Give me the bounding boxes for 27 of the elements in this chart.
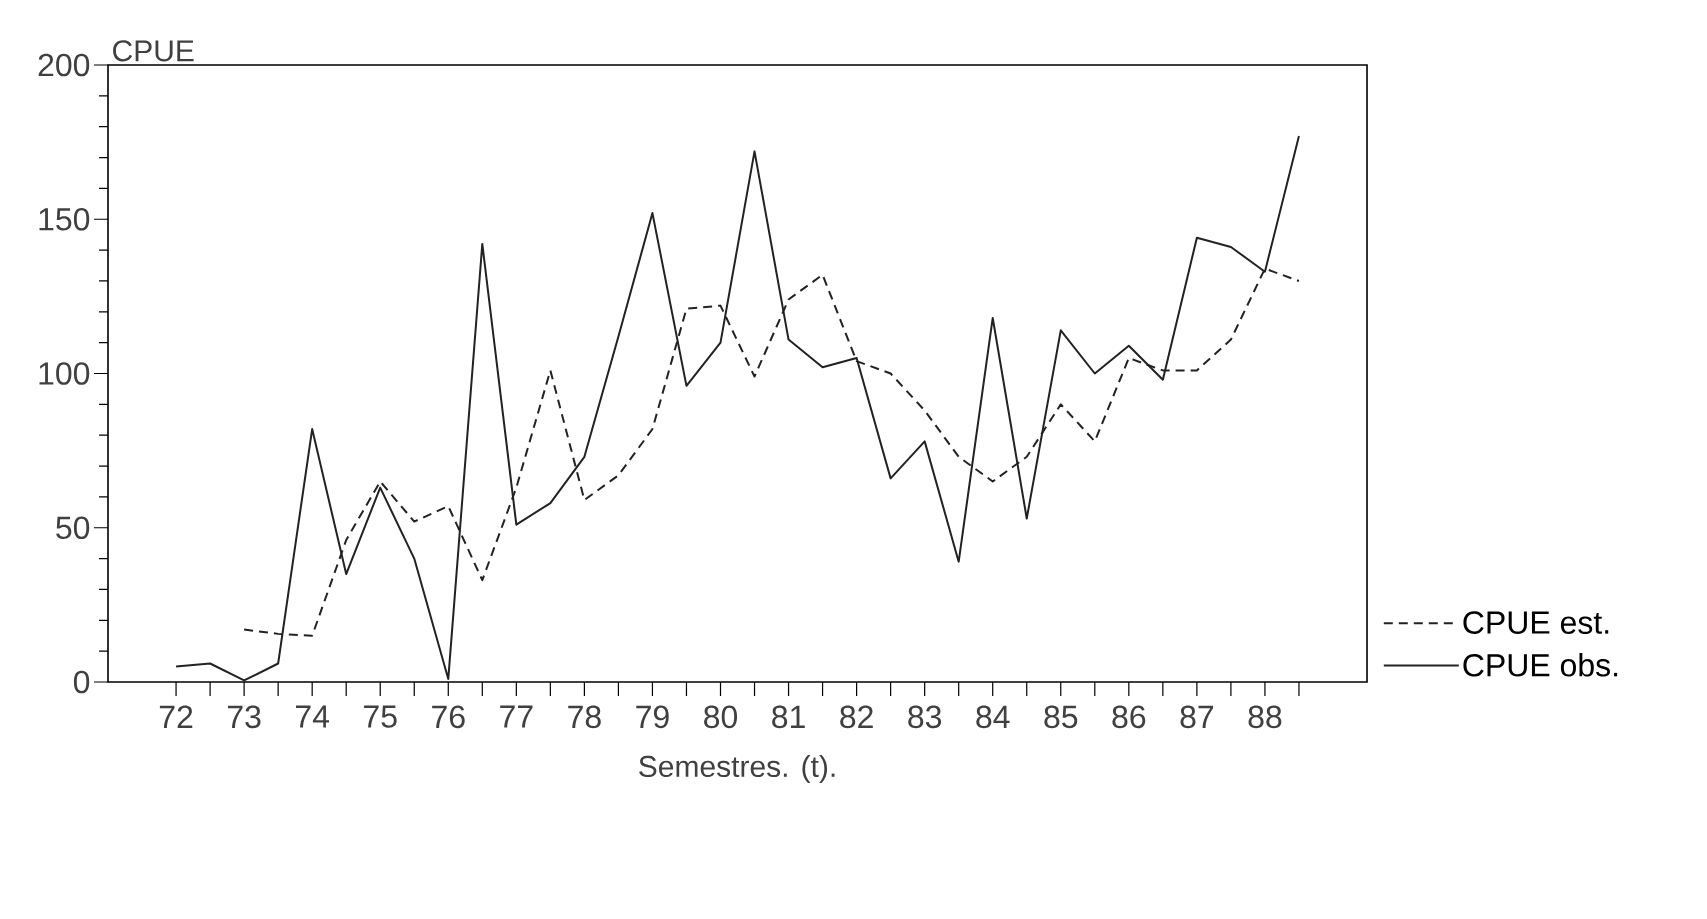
y-tick-label: 200	[38, 53, 90, 77]
y-tick-label: 100	[39, 362, 90, 385]
y-tick-label: 150	[39, 207, 90, 231]
x-tick-label: 86	[1112, 705, 1146, 729]
x-tick-label: 81	[772, 705, 805, 729]
legend-label: CPUE est.	[1463, 611, 1609, 634]
x-tick-label: 79	[636, 705, 669, 729]
x-tick-label: 82	[840, 705, 873, 729]
x-tick-label: 78	[568, 705, 601, 729]
x-tick-label: 73	[227, 705, 261, 729]
x-tick-label: 84	[976, 705, 1010, 729]
x-axis-title: Semestres. (t).	[639, 755, 835, 783]
x-tick-label: 87	[1180, 705, 1214, 729]
y-axis-title: CPUE	[113, 40, 194, 62]
x-tick-label: 88	[1248, 705, 1282, 729]
x-tick-label: 74	[296, 705, 330, 728]
x-tick-label: 80	[704, 705, 738, 729]
x-tick-label: 72	[159, 705, 193, 728]
line-series	[175, 134, 1300, 682]
legend-label: CPUE obs.	[1463, 653, 1618, 677]
y-tick-label: 0	[73, 670, 90, 694]
x-tick-label: 85	[1044, 705, 1078, 729]
x-tick-label: 75	[364, 705, 397, 728]
x-tick-label: 77	[500, 705, 533, 728]
x-tick-label: 83	[908, 705, 942, 729]
y-tick-label: 50	[56, 516, 90, 540]
x-tick-label: 76	[432, 705, 465, 729]
